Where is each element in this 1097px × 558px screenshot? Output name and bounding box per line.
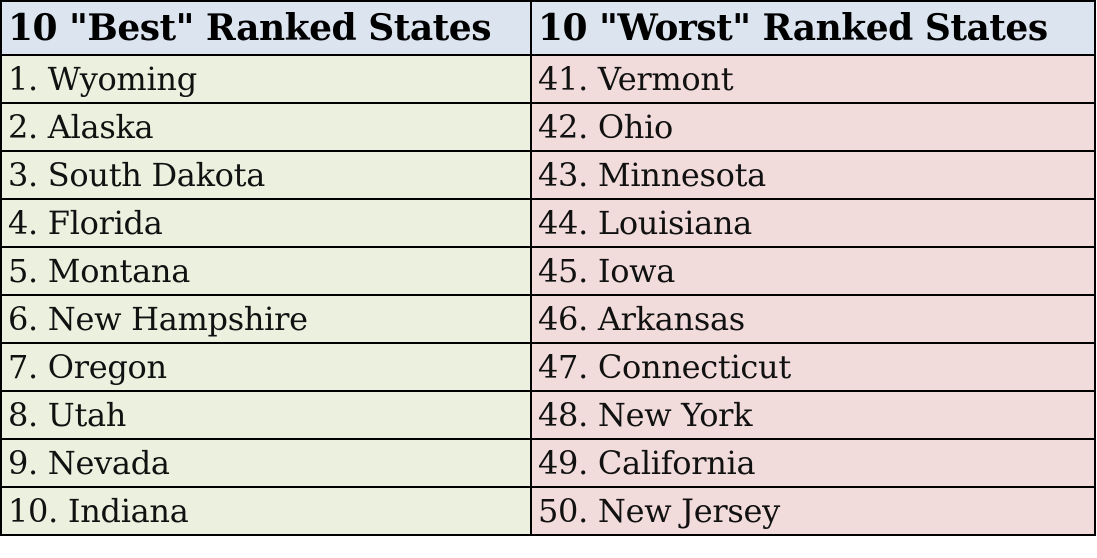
table-row: 9. Nevada 49. California — [0, 438, 1096, 488]
best-state-cell: 5. Montana — [0, 246, 532, 296]
worst-state-cell: 43. Minnesota — [530, 150, 1096, 200]
rank-table: 10 "Best" Ranked States 10 "Worst" Ranke… — [0, 0, 1096, 536]
worst-state-cell: 47. Connecticut — [530, 342, 1096, 392]
best-state-cell: 8. Utah — [0, 390, 532, 440]
header-row: 10 "Best" Ranked States 10 "Worst" Ranke… — [0, 0, 1096, 56]
worst-state-cell: 48. New York — [530, 390, 1096, 440]
table-body: 1. Wyoming 41. Vermont 2. Alaska 42. Ohio 3.… — [0, 54, 1096, 536]
worst-state-cell: 44. Louisiana — [530, 198, 1096, 248]
table-row: 3. South Dakota 43. Minnesota — [0, 150, 1096, 200]
table-row: 8. Utah 48. New York — [0, 390, 1096, 440]
table-row: 10. Indiana 50. New Jersey — [0, 486, 1096, 536]
worst-state-cell: 42. Ohio — [530, 102, 1096, 152]
best-state-cell: 10. Indiana — [0, 486, 532, 536]
best-state-cell: 9. Nevada — [0, 438, 532, 488]
worst-state-cell: 46. Arkansas — [530, 294, 1096, 344]
worst-state-cell: 49. California — [530, 438, 1096, 488]
best-state-cell: 2. Alaska — [0, 102, 532, 152]
header-cell: 10 "Worst" Ranked States — [530, 0, 1096, 56]
best-state-cell: 1. Wyoming — [0, 54, 532, 104]
best-state-cell: 4. Florida — [0, 198, 532, 248]
table-row: 7. Oregon 47. Connecticut — [0, 342, 1096, 392]
table-row: 4. Florida 44. Louisiana — [0, 198, 1096, 248]
best-state-cell: 6. New Hampshire — [0, 294, 532, 344]
table-row: 6. New Hampshire 46. Arkansas — [0, 294, 1096, 344]
best-state-cell: 7. Oregon — [0, 342, 532, 392]
table-row: 1. Wyoming 41. Vermont — [0, 54, 1096, 104]
worst-state-cell: 50. New Jersey — [530, 486, 1096, 536]
best-state-cell: 3. South Dakota — [0, 150, 532, 200]
worst-state-cell: 45. Iowa — [530, 246, 1096, 296]
header-cell: 10 "Best" Ranked States — [0, 0, 532, 56]
table-row: 2. Alaska 42. Ohio — [0, 102, 1096, 152]
worst-state-cell: 41. Vermont — [530, 54, 1096, 104]
table-row: 5. Montana 45. Iowa — [0, 246, 1096, 296]
